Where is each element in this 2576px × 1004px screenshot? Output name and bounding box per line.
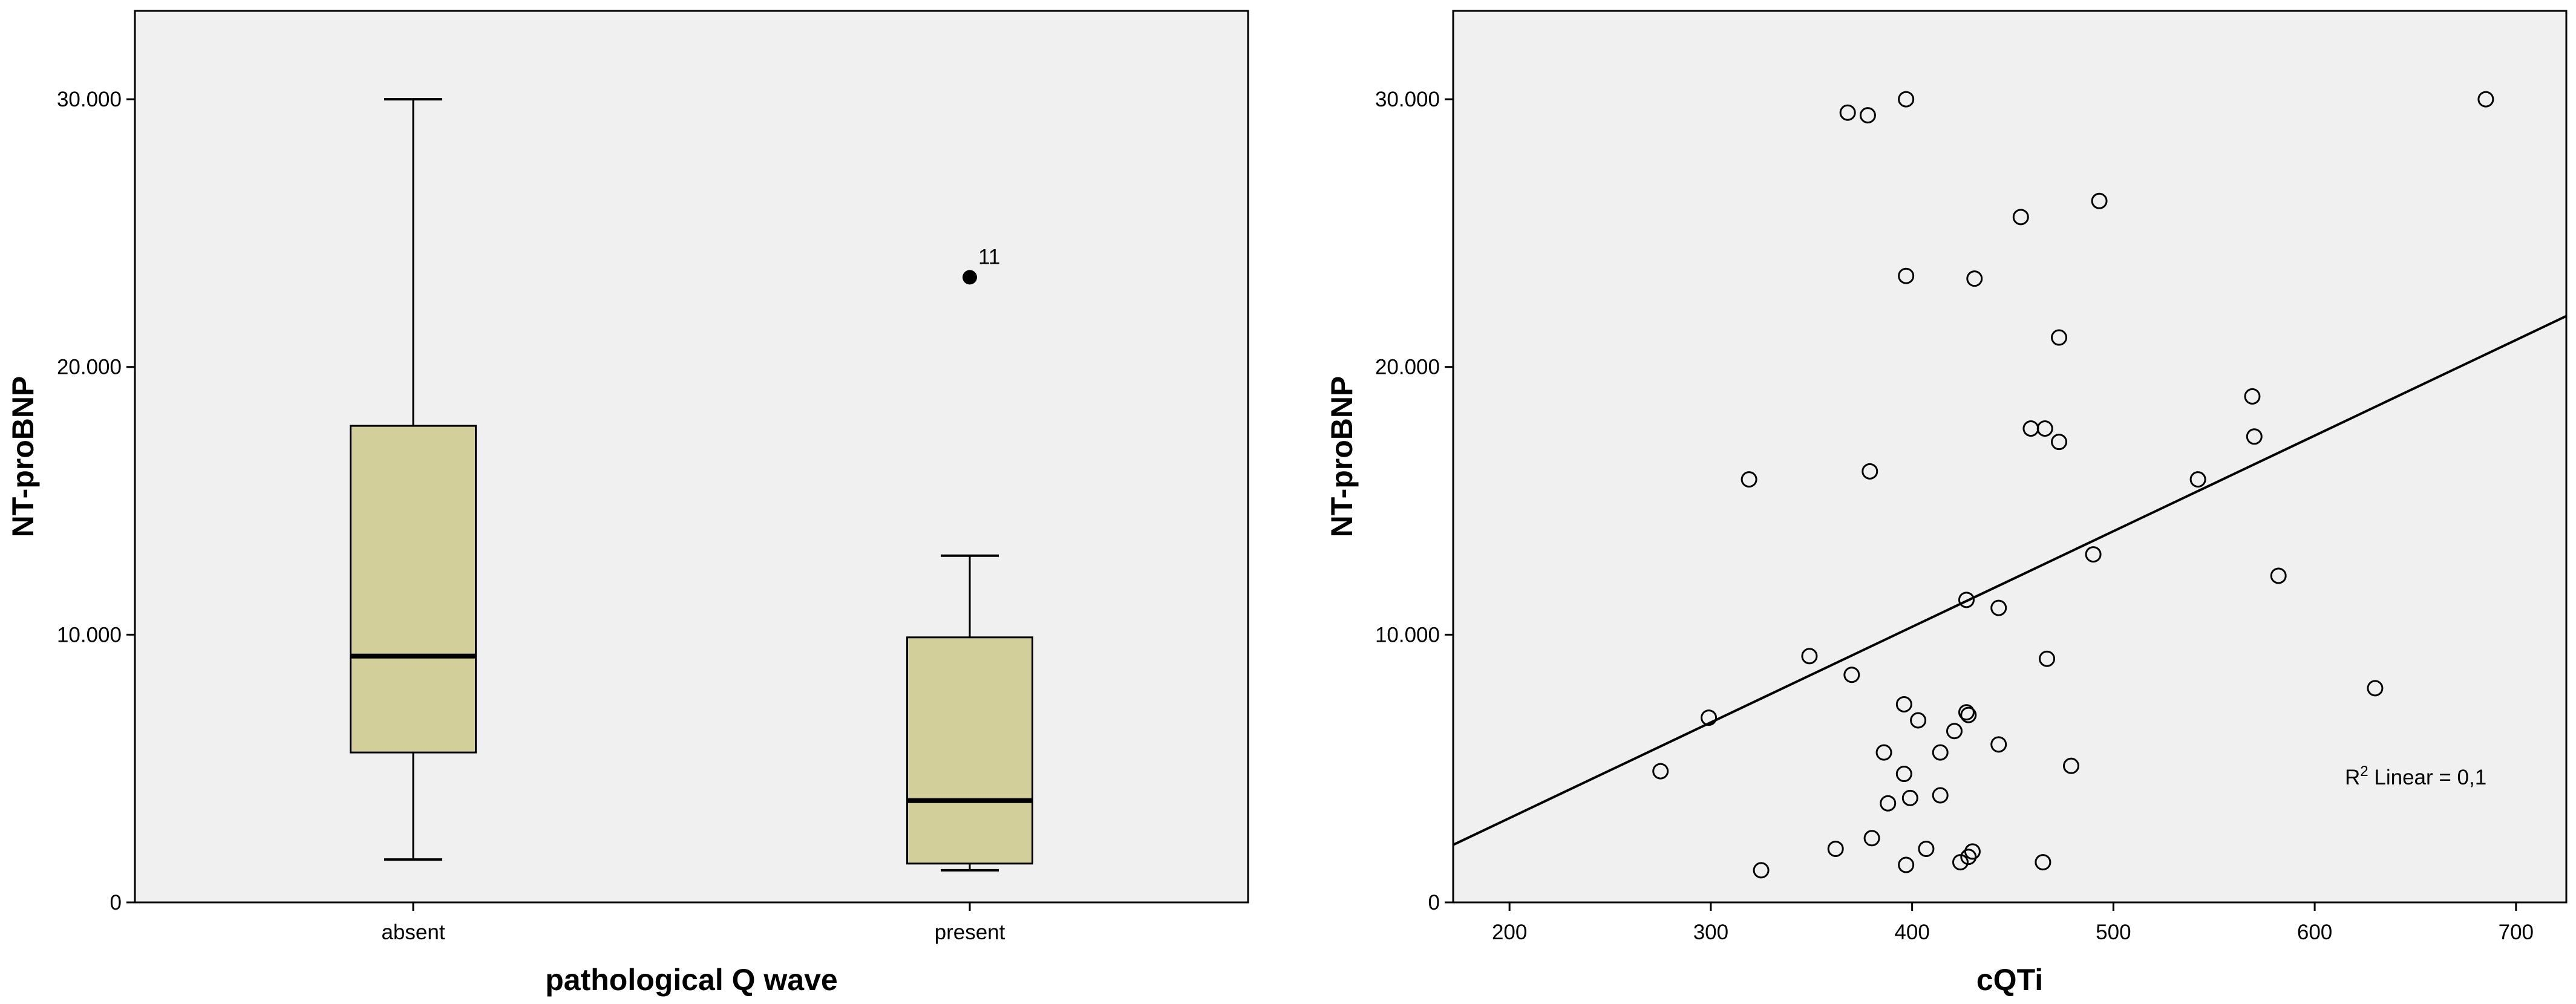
- y-axis-ticks: 0 10.000 20.000 30.000: [57, 88, 135, 914]
- y-axis-ticks: 0 10.000 20.000 30.000: [1375, 88, 1453, 914]
- scatter-point: [2036, 420, 2053, 437]
- scatter-point: [1960, 849, 1977, 865]
- y-tick-label: 0: [110, 891, 122, 914]
- x-tick-label: 200: [1492, 921, 1527, 944]
- scatter-point: [1741, 471, 1757, 488]
- scatter-point: [2051, 434, 2068, 451]
- plot-area: [134, 10, 1249, 904]
- box-absent: [350, 425, 477, 754]
- x-tick-label: 600: [2297, 921, 2332, 944]
- scatter-point: [1958, 592, 1975, 608]
- box-plot-chart: 11 0 10.000 20.000 30.000 absent present pat…: [6, 10, 1249, 997]
- scatter-point: [2189, 471, 2206, 488]
- x-tick-label: present: [935, 921, 1005, 944]
- scatter-point: [1862, 463, 1878, 480]
- scatter-point: [2244, 388, 2261, 405]
- r-squared-annotation: R2 Linear = 0,1: [2345, 763, 2486, 789]
- r-squared-text: Linear = 0,1: [2368, 766, 2487, 789]
- scatter-point: [1966, 270, 1983, 287]
- scatter-point: [1652, 763, 1669, 780]
- scatter-point: [2012, 209, 2029, 226]
- x-axis-ticks: absent present: [381, 902, 1005, 944]
- scatter-point: [1753, 862, 1770, 879]
- outlier-label: 11: [978, 245, 1000, 269]
- scatter-point: [1990, 599, 2007, 616]
- scatter-point: [1898, 267, 1915, 284]
- scatter-point: [2246, 428, 2263, 445]
- scatter-point: [2270, 567, 2287, 584]
- scatter-point: [1990, 736, 2007, 753]
- y-tick-label: 20.000: [1375, 356, 1440, 379]
- scatter-point: [1827, 840, 1844, 857]
- scatter-point: [2051, 329, 2068, 346]
- scatter-point: [1843, 667, 1860, 683]
- x-tick-label: 400: [1894, 921, 1929, 944]
- scatter-point: [1918, 840, 1935, 857]
- scatter-point: [1898, 856, 1915, 873]
- scatter-point: [1895, 696, 1912, 712]
- scatter-point: [1859, 107, 1876, 124]
- y-tick-label: 0: [1428, 891, 1440, 914]
- box-present: [906, 636, 1033, 865]
- scatter-point: [2039, 650, 2056, 667]
- scatter-point: [1932, 744, 1949, 761]
- scatter-point: [1946, 723, 1963, 740]
- scatter-point: [1932, 787, 1949, 804]
- regression-line: [1453, 315, 2567, 846]
- scatter-point: [1863, 830, 1880, 847]
- scatter-point: [1910, 712, 1927, 729]
- scatter-point: [1898, 91, 1915, 108]
- x-tick-label: absent: [381, 921, 445, 944]
- x-axis-title: cQTi: [1976, 963, 2043, 997]
- y-tick-label: 10.000: [1375, 623, 1440, 647]
- y-axis-title: NT-proBNP: [6, 376, 40, 538]
- scatter-point: [2091, 192, 2108, 209]
- r-squared-prefix: R: [2345, 766, 2360, 789]
- scatter-plot-marks: [1453, 91, 2567, 879]
- scatter-point: [2062, 757, 2079, 774]
- y-tick-label: 30.000: [57, 88, 122, 111]
- x-axis-ticks: 200 300 400 500 600 700: [1492, 902, 2534, 944]
- scatter-point: [2477, 91, 2494, 108]
- scatter-point: [2035, 854, 2051, 871]
- scatter-point: [1895, 766, 1912, 783]
- scatter-point: [2367, 680, 2384, 697]
- scatter-point: [1839, 104, 1856, 121]
- x-tick-label: 700: [2499, 921, 2534, 944]
- scatter-point: [1701, 709, 1718, 726]
- scatter-point: [1875, 744, 1892, 761]
- scatter-point: [1801, 648, 1818, 665]
- scatter-point: [1901, 789, 1918, 806]
- outlier-point: [963, 270, 977, 285]
- r-squared-superscript: 2: [2360, 763, 2368, 780]
- scatter-point: [2085, 546, 2102, 563]
- scatter-point: [1880, 795, 1897, 812]
- scatter-point: [1952, 854, 1969, 871]
- y-tick-label: 10.000: [57, 623, 122, 647]
- scatter-plot-chart: 0 10.000 20.000 30.000 200 300 400 500 600 700 c…: [1325, 10, 2568, 997]
- scatter-point: [1964, 843, 1981, 860]
- scatter-point: [1958, 704, 1975, 721]
- box-plot-marks: 11: [350, 98, 1033, 872]
- y-tick-label: 30.000: [1375, 88, 1440, 111]
- scatter-point: [1960, 706, 1977, 723]
- x-tick-label: 300: [1693, 921, 1728, 944]
- x-axis-title: pathological Q wave: [545, 963, 837, 997]
- y-tick-label: 20.000: [57, 356, 122, 379]
- y-axis-title: NT-proBNP: [1325, 376, 1359, 538]
- plot-area: [1452, 10, 2568, 904]
- x-tick-label: 500: [2096, 921, 2131, 944]
